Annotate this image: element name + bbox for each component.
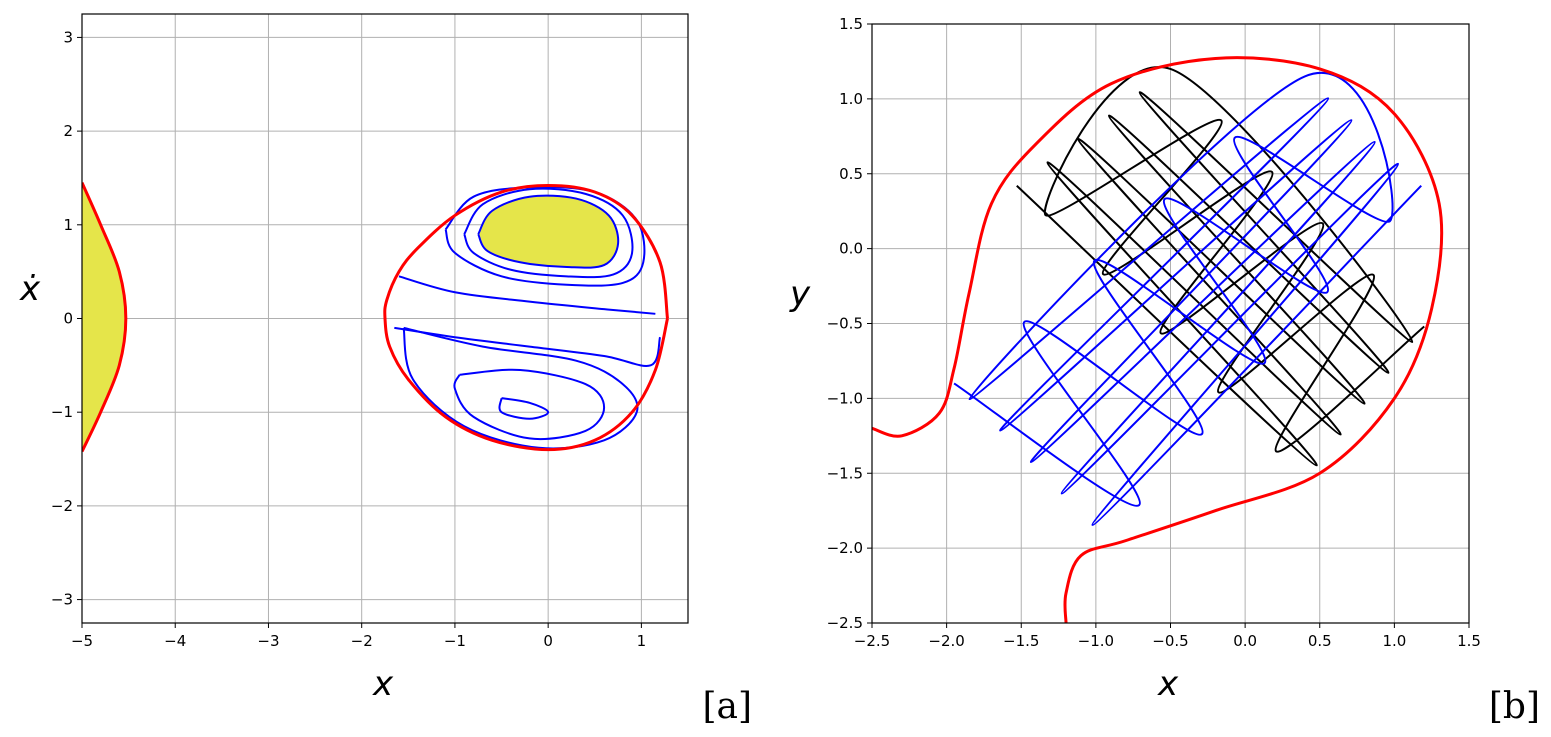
curve xyxy=(953,72,1422,526)
plot-area xyxy=(872,56,1444,623)
y-tick-label: 1.0 xyxy=(839,90,863,108)
y-tick-label: −2.0 xyxy=(827,539,863,557)
y-tick-label: −1.5 xyxy=(827,464,863,482)
axes-frame xyxy=(81,13,689,624)
filled-region xyxy=(82,182,126,452)
x-axis-label: x xyxy=(372,664,394,704)
y-tick-label: −1 xyxy=(51,403,73,421)
x-tick-label: −2.0 xyxy=(928,632,964,650)
x-tick-label: 1 xyxy=(637,632,647,650)
panel: −5 −4 −3 −2 −1 0 1 −3 −2 −1 0 1 2 3 x ẋ [a] xyxy=(19,13,752,727)
curve xyxy=(1016,66,1425,467)
x-tick-label: 0.0 xyxy=(1233,632,1257,650)
curve xyxy=(383,183,669,452)
y-tick-label: 1 xyxy=(63,216,73,234)
curve xyxy=(453,368,606,440)
plot-area xyxy=(82,182,669,453)
x-axis-label: x xyxy=(1157,664,1179,704)
y-tick-label: 0.0 xyxy=(839,240,863,258)
x-tick-label: 1.0 xyxy=(1382,632,1406,650)
y-tick-label: 1.5 xyxy=(839,15,863,33)
x-tick-label: −5 xyxy=(71,632,93,650)
panel-label: [b] xyxy=(1489,686,1540,727)
y-tick-label: 0 xyxy=(63,310,73,328)
y-tick-label: −1.0 xyxy=(827,389,863,407)
x-tick-label: −1.5 xyxy=(1003,632,1039,650)
curve xyxy=(82,182,128,453)
curve xyxy=(463,187,634,279)
curve xyxy=(872,56,1444,623)
y-tick-label: −2.5 xyxy=(827,614,863,632)
curve xyxy=(477,194,620,269)
x-tick-label: −2.5 xyxy=(854,632,890,650)
x-tick-label: −0.5 xyxy=(1152,632,1188,650)
x-tick-label: −3 xyxy=(257,632,279,650)
y-axis-label: ẋ xyxy=(19,269,41,309)
x-tick-label: −1.0 xyxy=(1078,632,1114,650)
panel: −2.5 −2.0 −1.5 −1.0 −0.5 0.0 0.5 1.0 1.5 −2.5 −2.0… xyxy=(789,15,1540,727)
axes-frame xyxy=(871,23,1470,624)
curve xyxy=(394,326,662,367)
y-tick-label: −3 xyxy=(51,591,73,609)
x-tick-label: 1.5 xyxy=(1457,632,1481,650)
filled-region xyxy=(478,195,619,268)
y-tick-label: 0.5 xyxy=(839,165,863,183)
curve xyxy=(402,326,639,450)
y-tick-label: −0.5 xyxy=(827,315,863,333)
curve xyxy=(398,275,656,315)
x-tick-label: −4 xyxy=(164,632,186,650)
x-tick-label: −1 xyxy=(444,632,466,650)
y-tick-label: 2 xyxy=(63,122,73,140)
x-tick-label: 0 xyxy=(543,632,553,650)
y-tick-label: 3 xyxy=(63,28,73,46)
y-tick-label: −2 xyxy=(51,497,73,515)
y-axis-label: y xyxy=(789,274,811,314)
curve xyxy=(498,397,550,420)
x-tick-label: 0.5 xyxy=(1308,632,1332,650)
x-tick-label: −2 xyxy=(351,632,373,650)
panel-label: [a] xyxy=(702,686,752,727)
